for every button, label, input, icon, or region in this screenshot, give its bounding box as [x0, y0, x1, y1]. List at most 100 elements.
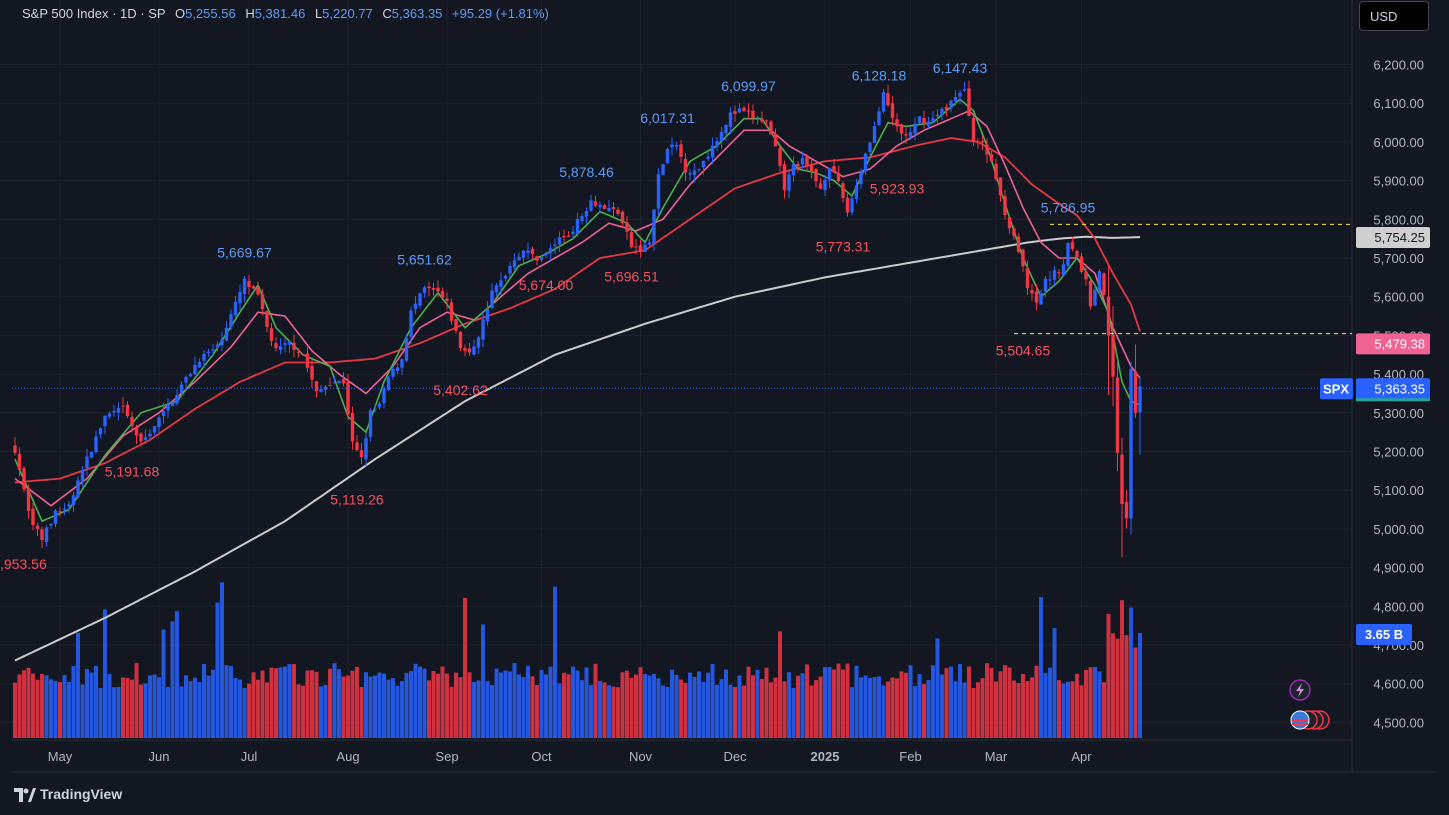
candle-body: [467, 348, 472, 353]
candle-body: [1034, 291, 1039, 303]
volume-bar: [44, 675, 49, 738]
candle-body: [503, 275, 508, 279]
candle-body: [760, 118, 764, 122]
candle-body: [616, 209, 620, 214]
volume-bar: [490, 685, 494, 738]
candle-body: [724, 124, 728, 134]
volume-bar: [1030, 677, 1034, 738]
volume-bar: [283, 666, 287, 738]
candle-body: [1088, 280, 1093, 307]
candle-body: [764, 120, 769, 122]
candle-body: [184, 376, 188, 383]
volume-bar: [737, 675, 742, 738]
volume-bar: [265, 682, 269, 738]
candle-body: [791, 163, 796, 176]
volume-bar: [769, 682, 773, 738]
candle-body: [611, 207, 616, 209]
ma-fast-line: [14, 98, 1141, 523]
candle-body: [683, 158, 688, 173]
volume-bar: [287, 664, 292, 738]
candle-body: [751, 110, 755, 118]
volume-bar: [953, 681, 958, 738]
candle-body: [53, 510, 58, 524]
price-tick-label: 6,000.00: [1373, 135, 1424, 150]
candle-body: [323, 386, 328, 390]
volume-bar: [395, 685, 400, 738]
volume-bar: [314, 671, 319, 738]
candle-body: [296, 352, 301, 354]
symbol-title[interactable]: S&P 500 Index · 1D · SP: [22, 6, 166, 21]
volume-bar: [589, 685, 593, 738]
volume-bar: [670, 669, 674, 738]
volume-bar: [368, 676, 373, 738]
candle-body: [593, 201, 598, 206]
price-tick-label: 5,200.00: [1373, 445, 1424, 460]
candle-body: [481, 319, 485, 340]
time-tick-label: Jun: [149, 749, 170, 764]
volume-bar: [1057, 680, 1061, 738]
price-tick-label: 4,800.00: [1373, 599, 1424, 614]
ma-tag-strip: [1356, 398, 1430, 402]
candle-body: [463, 348, 467, 351]
candle-body: [49, 523, 53, 526]
event-markers[interactable]: [1289, 679, 1330, 730]
volume-bar: [517, 674, 521, 738]
candle-body: [814, 169, 818, 182]
volume-bar: [796, 675, 800, 738]
open-value: 5,255.56: [185, 6, 236, 21]
time-axis[interactable]: May Jun Jul Aug Sep Oct Nov Dec 2025 Feb Mar Apr: [48, 749, 1093, 764]
volume-bar: [1102, 682, 1106, 738]
price-tick-label: 6,100.00: [1373, 96, 1424, 111]
candle-body: [557, 237, 562, 245]
volume-bar: [85, 668, 89, 738]
candle-body: [872, 126, 877, 143]
volume-bar: [1052, 628, 1057, 738]
volume-bar: [76, 632, 80, 738]
candle-body: [746, 110, 751, 112]
candle-body: [35, 525, 40, 529]
volume-bar: [274, 668, 278, 738]
candle-body: [418, 293, 422, 306]
candle-body: [553, 244, 557, 247]
candle-body: [386, 377, 391, 391]
price-tick-label: 4,600.00: [1373, 677, 1424, 692]
volume-bar: [710, 664, 715, 738]
high-value: 5,381.46: [254, 6, 306, 21]
candle-body: [440, 291, 445, 298]
candle-body: [841, 183, 845, 199]
candle-body: [728, 112, 733, 127]
candle-body: [1102, 273, 1106, 295]
candle-body: [809, 164, 814, 172]
candle-body: [962, 89, 967, 91]
volume-bar: [359, 686, 364, 738]
volume-bar: [989, 668, 994, 738]
currency-button[interactable]: USD: [1359, 1, 1429, 31]
time-tick-label: Jul: [241, 749, 258, 764]
candle-body: [1061, 264, 1066, 276]
candle-body: [134, 427, 139, 436]
volume-bar: [782, 681, 787, 738]
candle-body: [931, 118, 935, 122]
volume-bar: [1070, 681, 1075, 738]
volume-bar: [116, 687, 121, 738]
candle-body: [706, 156, 710, 159]
volume-bar: [310, 670, 314, 738]
open-label: O: [174, 6, 186, 21]
price-tick-label: 4,900.00: [1373, 561, 1424, 576]
volume-bar: [382, 673, 386, 738]
candle-body: [377, 403, 382, 408]
candle-body: [1030, 290, 1034, 294]
candle-body: [517, 256, 521, 261]
flag-stripe: [1292, 723, 1308, 725]
tradingview-logo[interactable]: TradingView: [14, 786, 122, 802]
candle-body: [166, 404, 170, 411]
time-tick-label: Feb: [899, 749, 921, 764]
price-axis[interactable]: 6,200.00 6,100.00 6,000.00 5,900.00 5,800.00…: [1373, 58, 1424, 731]
volume-bar: [499, 672, 503, 738]
volume-bar: [332, 663, 337, 738]
volume-bar: [1079, 685, 1084, 738]
candle-body: [62, 508, 67, 510]
volume-bar: [301, 685, 305, 738]
candle-body: [922, 118, 926, 125]
